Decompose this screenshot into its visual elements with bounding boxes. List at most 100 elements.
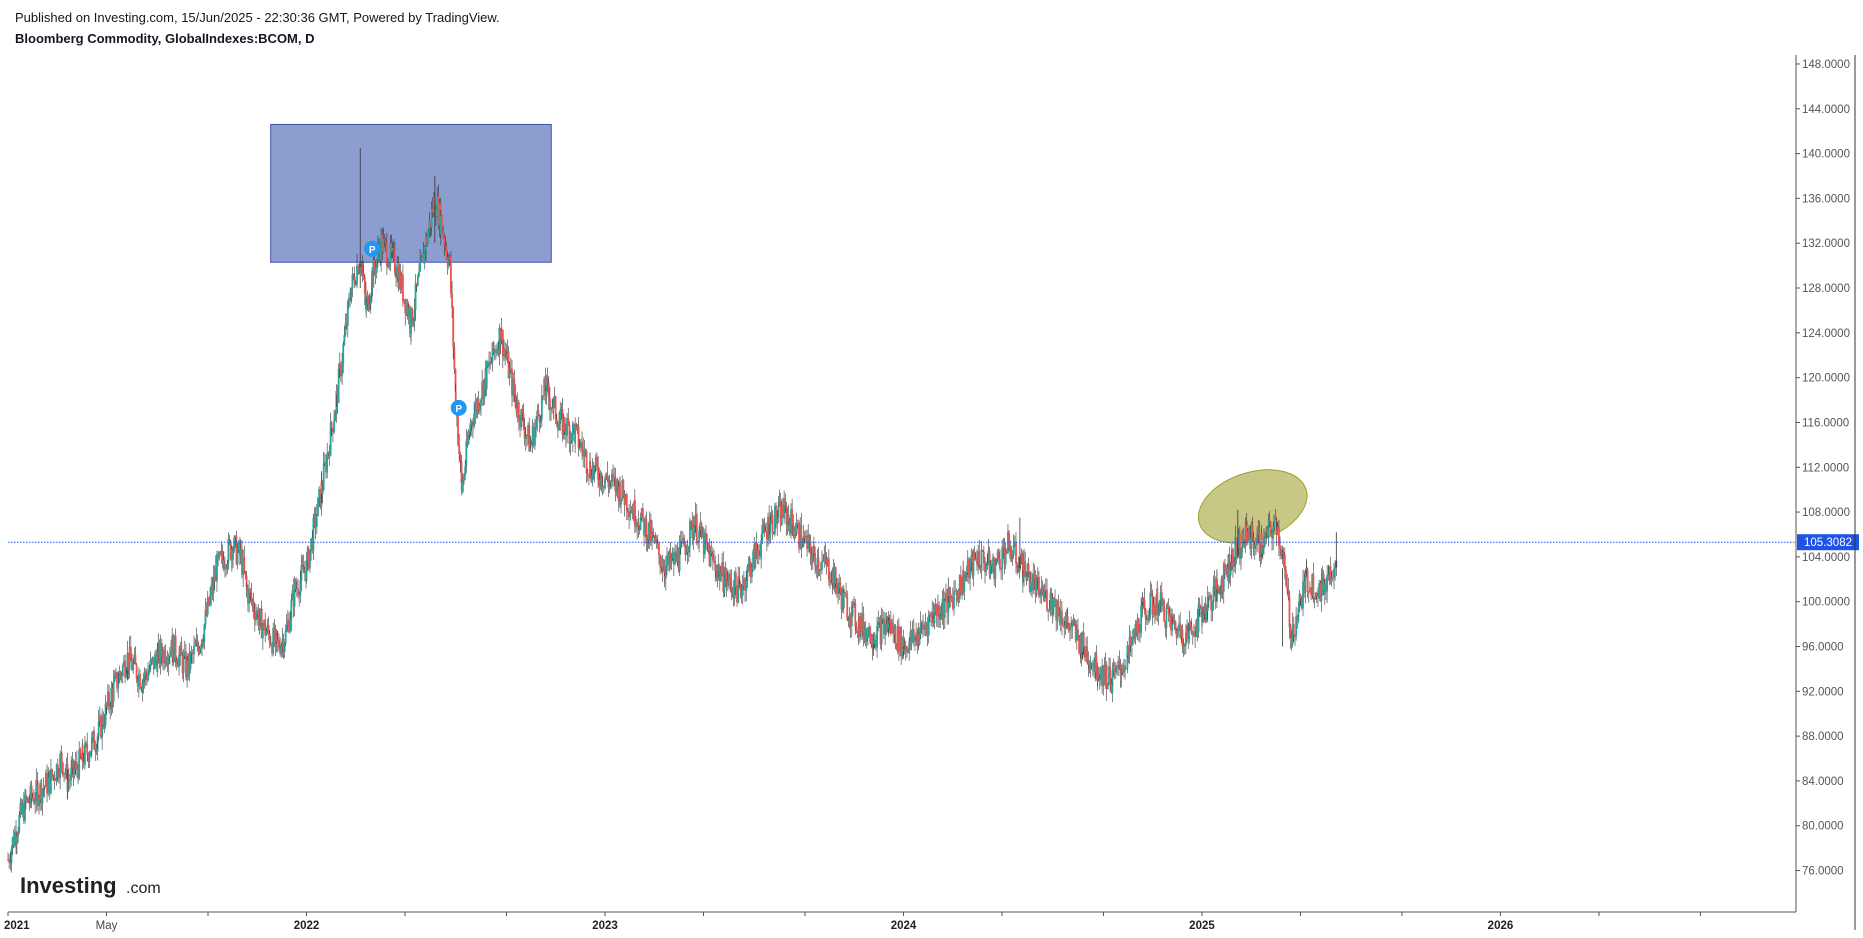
candle-body <box>771 514 774 533</box>
candle-body <box>100 716 102 738</box>
candle-body <box>349 297 352 301</box>
candle-body <box>1023 561 1025 578</box>
candle-body <box>996 551 999 560</box>
candle-body <box>544 378 547 391</box>
candle-body <box>1008 533 1011 548</box>
candle-body <box>1158 600 1161 614</box>
candle-body <box>1043 591 1046 599</box>
x-tick-label: 2023 <box>592 920 618 932</box>
candle-body <box>346 301 349 326</box>
candle-body <box>863 630 866 637</box>
candle-body <box>406 303 409 317</box>
candle-body <box>1238 534 1241 559</box>
candle-body <box>1005 550 1008 553</box>
candle-body <box>1047 609 1050 611</box>
candle-body <box>488 361 490 367</box>
candle-body <box>1048 608 1051 611</box>
marker-layer: PP <box>364 240 467 416</box>
candle-body <box>534 428 536 446</box>
candle-body <box>1256 534 1258 546</box>
candle-body <box>832 569 835 589</box>
candle-body <box>599 472 602 486</box>
candle-body <box>293 581 296 607</box>
candle-body <box>392 248 395 250</box>
candle-body <box>204 609 207 625</box>
candle-body <box>968 558 970 579</box>
candle-body <box>582 449 585 457</box>
candle-body <box>958 574 961 600</box>
candle-body <box>477 398 480 411</box>
candle-body <box>1247 531 1249 543</box>
candle-body <box>50 769 52 794</box>
candle-body <box>58 777 60 779</box>
candle-body <box>1267 521 1270 539</box>
candle-body <box>472 425 474 427</box>
candle-body <box>137 673 140 687</box>
candle-body <box>821 561 823 571</box>
candle-body <box>849 617 852 626</box>
candle-body <box>586 472 589 476</box>
candle-body <box>869 626 872 643</box>
candle-body <box>1217 587 1219 590</box>
candle-body <box>229 541 232 559</box>
candle-body <box>1167 607 1170 615</box>
candle-body <box>291 589 294 600</box>
candle-body <box>708 550 711 554</box>
candle-body <box>764 531 767 533</box>
candle-body <box>971 555 974 576</box>
candle-body <box>235 536 238 564</box>
candle-body <box>1117 660 1120 666</box>
candle-body <box>934 604 937 613</box>
candle-body <box>460 460 463 483</box>
candle-body <box>861 613 864 632</box>
candle-body <box>1327 574 1330 581</box>
candle-body <box>875 639 877 648</box>
candle-body <box>1305 568 1308 570</box>
candle-body <box>77 768 79 779</box>
candle-body <box>1058 615 1061 623</box>
candle-body <box>560 409 563 411</box>
candle-body <box>1297 607 1300 621</box>
candle-body <box>957 592 960 600</box>
candle-body <box>499 327 502 346</box>
candle-body <box>323 461 326 464</box>
candle-body <box>276 639 279 642</box>
candle-body <box>814 553 816 566</box>
candle-body <box>473 413 476 427</box>
candle-body <box>104 703 107 726</box>
candle-body <box>997 551 1000 559</box>
candle-body <box>1140 605 1143 633</box>
candle-body <box>233 537 236 552</box>
candle-body <box>1179 623 1182 638</box>
candle-body <box>1244 521 1247 543</box>
candle-body <box>955 590 958 596</box>
candle-body <box>855 626 858 631</box>
candle-body <box>904 646 907 652</box>
candle-body <box>1017 568 1020 573</box>
candle-body <box>182 656 185 673</box>
candle-body <box>848 617 851 621</box>
candle-body <box>241 549 243 576</box>
candle-body <box>697 542 699 544</box>
candle-body <box>443 235 446 245</box>
candle-body <box>402 275 404 302</box>
candle-body <box>453 347 456 370</box>
candle-body <box>1290 638 1293 645</box>
candle-body <box>28 802 31 804</box>
candle-body <box>1282 552 1285 556</box>
candle-body <box>591 465 594 482</box>
candle-body <box>1073 623 1076 625</box>
candle-body <box>576 424 579 427</box>
candle-body <box>1080 634 1083 659</box>
candle-body <box>343 335 346 345</box>
candle-body <box>1295 616 1298 637</box>
candle-body <box>461 480 464 493</box>
candle-body <box>12 837 15 846</box>
candle-body <box>1081 632 1084 653</box>
candle-body <box>29 785 32 803</box>
candle-body <box>1311 574 1314 596</box>
candle-body <box>524 435 527 439</box>
candle-body <box>1010 555 1013 559</box>
candle-body <box>847 619 850 621</box>
